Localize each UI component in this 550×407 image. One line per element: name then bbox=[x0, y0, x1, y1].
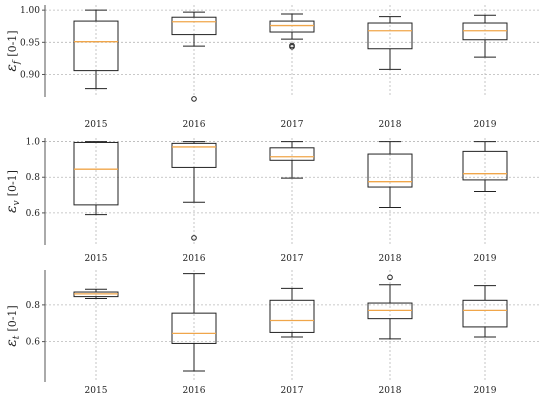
panel-2: 0.6 0.8 1.0 εv [0-1] 2015 2016 2017 2018 2019 bbox=[4, 138, 540, 264]
y-axis-label-unit: [0-1] bbox=[6, 170, 19, 196]
x-tick-label: 2019 bbox=[474, 254, 497, 264]
x-tick-label: 2015 bbox=[85, 120, 108, 130]
iqr-box bbox=[73, 20, 119, 72]
box-2017 bbox=[269, 13, 315, 50]
box-2018 bbox=[367, 16, 413, 70]
x-tick-label: 2017 bbox=[281, 120, 304, 130]
iqr-box bbox=[269, 147, 315, 161]
x-tick-label: 2018 bbox=[379, 386, 402, 396]
y-axis-label-unit: [0-1] bbox=[6, 305, 19, 331]
box-2015 bbox=[73, 141, 119, 216]
y-axis-label: εv [0-1] bbox=[4, 170, 22, 213]
y-tick-label: 0.6 bbox=[26, 209, 41, 219]
box-2016 bbox=[171, 11, 217, 102]
box-2015 bbox=[73, 288, 119, 299]
y-tick-label: 0.90 bbox=[20, 70, 40, 80]
outlier-point bbox=[387, 274, 393, 281]
y-axis-label-symbol: ε bbox=[4, 64, 20, 72]
box-2017 bbox=[269, 287, 315, 338]
y-tick-label: 1.00 bbox=[20, 6, 40, 16]
y-axis-label: εt [0-1] bbox=[4, 305, 22, 346]
iqr-box bbox=[269, 20, 315, 33]
box-2017 bbox=[269, 141, 315, 179]
box-2019 bbox=[462, 285, 508, 338]
y-axis-label-unit: [0-1] bbox=[6, 30, 19, 56]
iqr-box bbox=[73, 141, 119, 206]
x-tick-label: 2016 bbox=[183, 386, 206, 396]
x-tick-label: 2015 bbox=[85, 254, 108, 264]
x-tick-label: 2016 bbox=[183, 120, 206, 130]
box-2018 bbox=[367, 274, 413, 340]
iqr-box bbox=[367, 22, 413, 50]
box-2016 bbox=[171, 141, 217, 241]
y-tick-label: 0.95 bbox=[20, 38, 40, 48]
y-axis-label-symbol: ε bbox=[4, 339, 20, 347]
box-2018 bbox=[367, 141, 413, 209]
y-axis-label-subscript: f bbox=[12, 59, 22, 65]
iqr-box bbox=[367, 153, 413, 188]
outlier-point bbox=[191, 235, 197, 241]
y-axis-label-subscript: v bbox=[12, 200, 22, 205]
x-tick-label: 2019 bbox=[474, 386, 497, 396]
iqr-box bbox=[462, 299, 508, 328]
iqr-box bbox=[462, 150, 508, 181]
iqr-box bbox=[269, 299, 315, 333]
x-tick-label: 2016 bbox=[183, 254, 206, 264]
y-tick-label: 0.8 bbox=[26, 173, 41, 183]
box-2019 bbox=[462, 14, 508, 58]
box-2015 bbox=[73, 9, 119, 90]
y-axis-label-symbol: ε bbox=[4, 205, 20, 213]
outlier-point bbox=[289, 42, 295, 49]
x-tick-label: 2018 bbox=[379, 254, 402, 264]
y-tick-label: 1.0 bbox=[26, 138, 41, 148]
x-tick-label: 2017 bbox=[281, 254, 304, 264]
y-axis-label: εf [0-1] bbox=[4, 30, 22, 71]
x-tick-label: 2018 bbox=[379, 120, 402, 130]
x-tick-label: 2017 bbox=[281, 386, 304, 396]
panel-3: 0.6 0.8 εt [0-1] 2015 2016 2017 2018 2019 bbox=[4, 270, 540, 396]
panel-1: 0.90 0.95 1.00 εf [0-1] 2015 2016 2017 2018 2019 bbox=[4, 5, 540, 130]
y-axis-label-subscript: t bbox=[12, 335, 22, 339]
y-tick-label: 0.8 bbox=[26, 301, 41, 311]
outlier-point bbox=[191, 96, 197, 102]
x-tick-label: 2015 bbox=[85, 386, 108, 396]
y-tick-label: 0.6 bbox=[26, 338, 41, 348]
box-2016 bbox=[171, 273, 217, 372]
iqr-box bbox=[171, 142, 217, 168]
iqr-box bbox=[171, 312, 217, 344]
x-tick-label: 2019 bbox=[474, 120, 497, 130]
iqr-box bbox=[171, 16, 217, 36]
box-2019 bbox=[462, 141, 508, 192]
